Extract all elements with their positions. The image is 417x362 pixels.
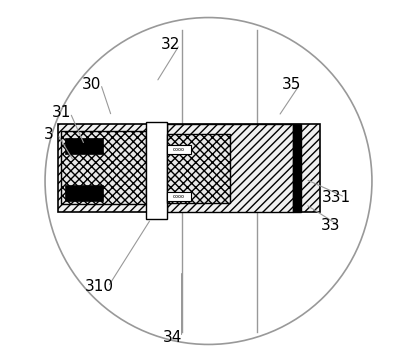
Bar (167, 123, 293, 211)
Text: 331: 331 (322, 190, 351, 205)
Bar (146, 122, 167, 219)
Text: 32: 32 (161, 37, 181, 52)
Bar (65, 185, 103, 201)
Text: oooo: oooo (173, 147, 185, 152)
Text: 34: 34 (163, 330, 182, 345)
Bar (293, 123, 301, 211)
Text: 310: 310 (84, 279, 113, 294)
Bar (167, 134, 230, 203)
Text: 35: 35 (281, 76, 301, 92)
Bar (65, 138, 103, 154)
Bar (167, 145, 191, 154)
Text: 3: 3 (44, 127, 53, 142)
Bar (58, 123, 320, 211)
Text: oooo: oooo (173, 194, 185, 199)
Bar (61, 131, 146, 205)
Text: 31: 31 (52, 105, 71, 120)
Text: 30: 30 (82, 76, 101, 92)
Text: 33: 33 (321, 218, 340, 233)
Bar (167, 192, 191, 201)
